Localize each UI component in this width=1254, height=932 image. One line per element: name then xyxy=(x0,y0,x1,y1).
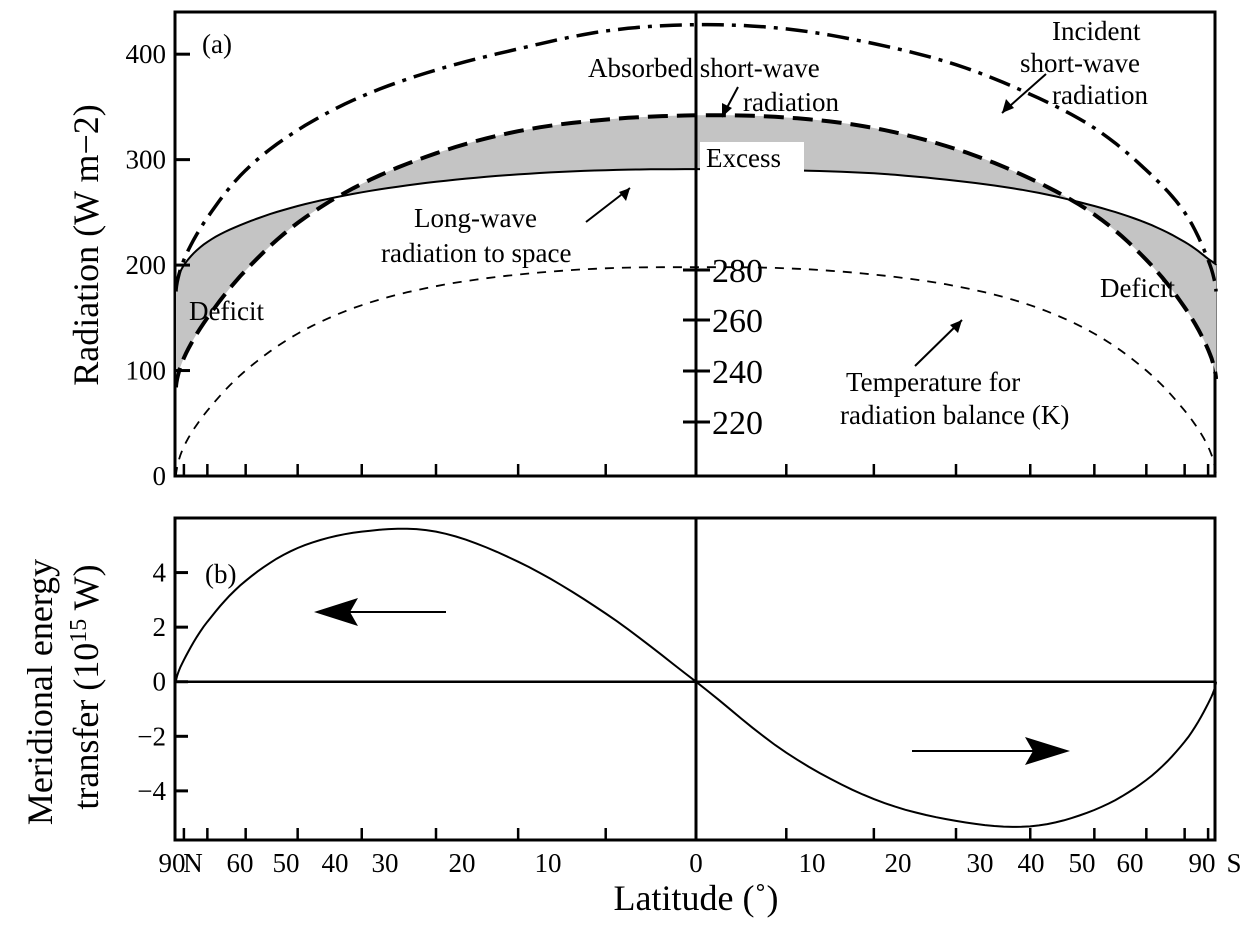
ytick-label-a-0: 0 xyxy=(153,461,167,491)
ytick-label-a-400: 400 xyxy=(126,39,167,69)
ytick-label-a-200: 200 xyxy=(126,250,167,280)
temperature-annotation: Temperature for radiation balance (K) xyxy=(840,367,1069,430)
lat-tick-label-7: 10 xyxy=(535,848,562,878)
lat-tick-label-12: 40 xyxy=(1018,848,1045,878)
panel-b-series xyxy=(175,527,1217,828)
lat-tick-label-13: 50 xyxy=(1069,848,1096,878)
temp-tick-label-280: 280 xyxy=(712,253,763,290)
southward-arrowhead xyxy=(1025,737,1070,765)
panel-b-ylabel-line2: transfer (1015 W) xyxy=(66,564,106,809)
excess-label-bg xyxy=(700,142,804,176)
lat-tick-label-1: N xyxy=(183,848,203,878)
deficit-left-label: Deficit xyxy=(189,296,264,326)
ytick-label-b-2: 2 xyxy=(153,612,167,642)
latitude-tick-labels: 90N 60 50 40 30 20 10 0 10 20 30 40 50 60 90 S xyxy=(159,848,1242,878)
ytick-label-a-100: 100 xyxy=(126,356,167,386)
temperature-arrowhead xyxy=(950,320,962,333)
longwave-arrowhead xyxy=(619,188,630,201)
deficit-right-label: Deficit xyxy=(1100,273,1175,303)
panel-b-ylabel-line1: Meridional energy xyxy=(20,559,60,825)
excess-label: Excess xyxy=(706,143,781,173)
lat-tick-label-11: 30 xyxy=(967,848,994,878)
lat-tick-label-8: 0 xyxy=(689,848,703,878)
lat-tick-label-5: 30 xyxy=(372,848,399,878)
panel-a-y-ticks: 0 100 200 300 400 xyxy=(126,39,190,491)
ytick-label-b--2: −2 xyxy=(137,721,166,751)
ytick-label-b-0: 0 xyxy=(153,667,167,697)
panel-b-x-ticks xyxy=(182,828,1210,840)
longwave-annotation: Long-wave radiation to space xyxy=(381,203,571,268)
x-axis-label: Latitude (˚) xyxy=(614,878,779,918)
lat-tick-label-15: 90 xyxy=(1189,848,1216,878)
panel-b-label: (b) xyxy=(205,559,236,589)
absorbed-annotation: Absorbed short-wave radiation xyxy=(588,53,839,117)
lat-tick-label-9: 10 xyxy=(799,848,826,878)
temp-tick-label-240: 240 xyxy=(712,354,763,391)
northward-arrowhead xyxy=(314,598,358,626)
incident-annotation: Incident short-wave radiation xyxy=(1020,16,1148,110)
ytick-label-b--4: −4 xyxy=(137,776,166,806)
panel-a-label: (a) xyxy=(202,29,232,59)
series-line-incident-short-wave-radiation xyxy=(174,22,1218,292)
ytick-label-a-300: 300 xyxy=(126,145,167,175)
lat-tick-label-2: 60 xyxy=(227,848,254,878)
temperature-axis-ticks: 280 260 240 220 xyxy=(683,253,763,442)
panel-b-y-ticks: 4 2 0 −2 −4 xyxy=(137,558,188,806)
absorbed-arrowhead xyxy=(722,103,732,117)
panel-a-ylabel: Radiation (W m−2) xyxy=(66,104,106,386)
lat-tick-label-14: 60 xyxy=(1117,848,1144,878)
panel-a: 0 100 200 300 400 280 260 240 220 (a) Radiation… xyxy=(66,10,1218,491)
panel-a-x-ticks xyxy=(182,464,1210,476)
incident-arrowhead xyxy=(1002,99,1014,113)
lat-tick-label-4: 40 xyxy=(322,848,349,878)
lat-tick-label-3: 50 xyxy=(273,848,300,878)
temp-tick-label-220: 220 xyxy=(712,405,763,442)
lat-tick-label-16: S xyxy=(1226,848,1241,878)
ytick-label-b-4: 4 xyxy=(153,558,167,588)
lat-tick-label-6: 20 xyxy=(449,848,476,878)
panel-b: 4 2 0 −2 −4 (b) Meridional energy transfer (… xyxy=(20,516,1217,842)
lat-tick-label-0: 90 xyxy=(159,848,186,878)
lat-tick-label-10: 20 xyxy=(885,848,912,878)
temp-tick-label-260: 260 xyxy=(712,303,763,340)
